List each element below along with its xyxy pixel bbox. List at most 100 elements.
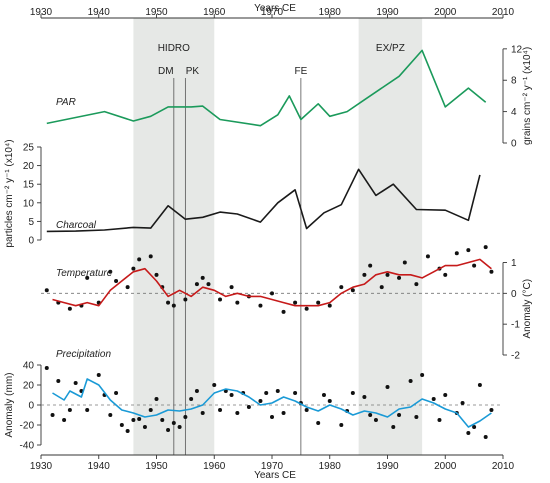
precipitation-point-13 xyxy=(125,429,130,433)
temperature-point-20 xyxy=(218,297,223,302)
precipitation-point-22 xyxy=(177,425,182,429)
par-y-tick-label-1: 4 xyxy=(511,107,517,118)
precipitation-point-44 xyxy=(327,399,332,403)
x-tick-label-top-0: 1930 xyxy=(30,7,53,18)
precipitation-panel-title: Precipitation xyxy=(56,349,111,360)
precipitation-y-tick-label-3: 20 xyxy=(23,381,35,392)
temperature-y-tick-label-1: -1 xyxy=(511,320,520,331)
temperature-point-17 xyxy=(194,282,199,287)
par-panel-title: PAR xyxy=(56,97,76,108)
temperature-point-9 xyxy=(131,266,136,271)
precipitation-y-tick-label-1: -20 xyxy=(20,421,35,432)
temperature-point-8 xyxy=(125,285,130,290)
temperature-point-46 xyxy=(483,245,488,250)
temperature-point-38 xyxy=(402,260,407,265)
temperature-point-32 xyxy=(350,288,355,293)
temperature-point-40 xyxy=(425,254,430,259)
precipitation-point-56 xyxy=(420,373,425,377)
par-series-line-0 xyxy=(46,49,487,127)
x-tick-label-bottom-5: 1980 xyxy=(319,461,342,472)
x-tick-label-bottom-7: 2000 xyxy=(434,461,457,472)
x-tick-label-top-7: 2000 xyxy=(434,7,457,18)
shaded-period-label-0: HIDRO xyxy=(158,43,190,54)
panel-temperature: -2 -1 0 1 Anomaly (°C) Temperature xyxy=(41,245,533,362)
temperature-point-12 xyxy=(154,272,159,277)
temperature-y-axis-label: Anomaly (°C) xyxy=(522,279,533,339)
event-line-label-1: PK xyxy=(186,66,200,77)
precipitation-point-43 xyxy=(321,393,326,397)
panel-precipitation: -40 -20 0 20 40 Anomaly (mm) Precipitation xyxy=(4,349,503,452)
precipitation-point-30 xyxy=(229,393,234,397)
precipitation-point-19 xyxy=(160,418,165,422)
temperature-point-34 xyxy=(368,263,373,268)
precipitation-point-28 xyxy=(218,408,223,412)
precipitation-point-2 xyxy=(56,379,61,383)
precipitation-point-31 xyxy=(235,411,240,415)
precipitation-point-12 xyxy=(119,423,124,427)
precipitation-point-53 xyxy=(397,413,402,417)
temperature-point-37 xyxy=(397,275,402,280)
precipitation-point-57 xyxy=(431,397,436,401)
panel-par: 0 4 8 12 grains cm⁻² y⁻¹ (x10⁴) PAR xyxy=(46,44,533,150)
x-tick-label-top-5: 1980 xyxy=(319,7,342,18)
x-axes: 1930 1940 1950 1960 1970 1980 1990 2000 2010 1930… xyxy=(30,7,515,472)
precipitation-point-36 xyxy=(270,415,274,419)
precipitation-point-39 xyxy=(293,391,298,395)
temperature-point-26 xyxy=(281,309,286,314)
precipitation-point-54 xyxy=(408,379,413,383)
temperature-point-14 xyxy=(166,300,171,305)
temperature-point-45 xyxy=(472,263,477,268)
precipitation-point-66 xyxy=(489,408,494,412)
precipitation-point-64 xyxy=(477,383,482,387)
temperature-point-33 xyxy=(362,272,367,277)
temperature-point-31 xyxy=(339,285,344,290)
charcoal-y-tick-label-1: 5 xyxy=(28,217,34,228)
precipitation-point-38 xyxy=(281,411,286,415)
precipitation-series-line-0 xyxy=(52,378,492,428)
par-y-tick-label-0: 0 xyxy=(511,139,517,150)
temperature-point-0 xyxy=(44,288,49,293)
x-axis-label-top: Years CE xyxy=(254,3,296,14)
temperature-y-tick-label-3: 1 xyxy=(511,258,517,269)
precipitation-point-65 xyxy=(483,435,488,439)
precipitation-point-23 xyxy=(183,415,188,419)
precipitation-point-37 xyxy=(275,389,280,393)
x-tick-label-bottom-6: 1990 xyxy=(376,461,399,472)
x-tick-label-bottom-8: 2010 xyxy=(492,461,515,472)
temperature-point-16 xyxy=(183,297,188,302)
charcoal-y-tick-label-0: 0 xyxy=(28,236,34,247)
charcoal-panel-title: Charcoal xyxy=(56,220,97,231)
temperature-point-44 xyxy=(466,248,471,253)
temperature-point-25 xyxy=(270,291,274,296)
temperature-point-42 xyxy=(443,272,448,277)
precipitation-point-18 xyxy=(154,397,159,401)
temperature-series-line-0 xyxy=(52,258,492,307)
temperature-point-6 xyxy=(108,269,113,274)
event-line-label-2: FE xyxy=(294,66,307,77)
x-tick-label-bottom-4: 1970 xyxy=(261,461,284,472)
precipitation-point-0 xyxy=(44,366,49,370)
temperature-point-11 xyxy=(148,254,153,259)
precipitation-point-25 xyxy=(194,389,199,393)
charcoal-series-line-0 xyxy=(46,168,481,233)
temperature-point-47 xyxy=(489,269,494,274)
temperature-point-4 xyxy=(85,275,90,280)
event-lines: DM PK FE xyxy=(158,66,308,455)
precipitation-point-41 xyxy=(304,408,309,412)
temperature-point-28 xyxy=(304,306,309,311)
par-y-axis-label: grains cm⁻² y⁻¹ (x10⁴) xyxy=(522,47,533,145)
precipitation-point-50 xyxy=(373,418,378,422)
temperature-point-21 xyxy=(229,285,234,290)
charcoal-y-tick-label-2: 10 xyxy=(23,198,35,209)
x-tick-label-top-6: 1990 xyxy=(376,7,399,18)
precipitation-point-52 xyxy=(391,425,396,429)
temperature-point-10 xyxy=(137,257,142,262)
precipitation-point-16 xyxy=(142,425,147,429)
temperature-point-27 xyxy=(293,300,298,305)
precipitation-point-5 xyxy=(73,381,78,385)
precipitation-point-4 xyxy=(67,408,72,412)
precipitation-point-20 xyxy=(166,428,171,432)
x-tick-label-bottom-2: 1950 xyxy=(145,461,168,472)
x-tick-label-top-1: 1940 xyxy=(88,7,111,18)
